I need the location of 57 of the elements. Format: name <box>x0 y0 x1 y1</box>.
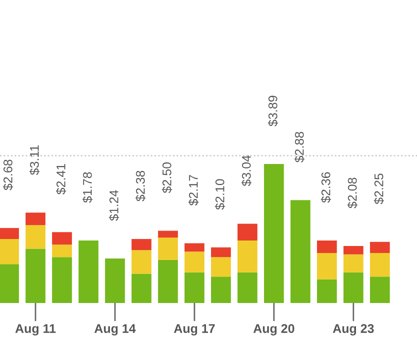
bar <box>26 225 46 249</box>
bar <box>158 260 178 303</box>
x-tick-label: Aug 23 <box>332 324 374 336</box>
annotation: $2.36 <box>320 172 332 203</box>
bar <box>105 258 125 303</box>
bar <box>316 252 337 280</box>
annotation: $2.50 <box>162 162 172 194</box>
annotation: $2.17 <box>188 175 199 206</box>
bar <box>211 276 231 303</box>
bar <box>184 243 204 252</box>
bar <box>238 272 258 303</box>
annotation: $3.04 <box>241 155 252 186</box>
bar <box>26 212 46 226</box>
x-tick-label: Aug 11 <box>15 324 56 336</box>
annotation: $2.08 <box>347 178 358 208</box>
bar <box>290 200 310 303</box>
annotation: $1.24 <box>108 190 120 221</box>
annotation: $3.11 <box>29 145 40 176</box>
bar <box>132 274 152 303</box>
bar <box>316 279 337 303</box>
text: $3.89 <box>268 96 278 126</box>
bar <box>343 272 364 303</box>
bar <box>343 254 364 272</box>
bar <box>370 242 390 253</box>
bar <box>211 257 231 277</box>
bar <box>343 246 364 254</box>
bar <box>211 247 231 258</box>
x-tick-label: Aug 20 <box>253 324 294 336</box>
bar <box>52 257 72 303</box>
annotation: $2.38 <box>135 170 146 202</box>
bar <box>132 250 152 274</box>
bar <box>158 238 178 260</box>
annotation: $2.68 <box>2 160 14 190</box>
bar <box>184 272 204 303</box>
bar <box>26 248 46 303</box>
annotation: $2.10 <box>214 179 226 210</box>
annotation: $2.41 <box>56 164 66 194</box>
bar <box>0 264 19 303</box>
x-tick-label: Aug 17 <box>174 324 215 336</box>
annotation: $2.25 <box>374 174 384 204</box>
bar <box>238 240 258 272</box>
x-tick-label: Aug 14 <box>94 324 136 336</box>
bar <box>78 240 98 303</box>
text: $2.88 <box>294 132 305 163</box>
bar <box>0 239 19 264</box>
bar <box>52 244 72 258</box>
bar <box>0 228 19 240</box>
bar <box>370 252 390 277</box>
bar <box>184 252 204 272</box>
bar <box>264 164 284 303</box>
bar <box>132 239 152 250</box>
bar <box>238 224 258 240</box>
bar <box>316 240 337 253</box>
bar <box>158 230 178 238</box>
bar <box>370 276 390 303</box>
bar <box>52 232 72 245</box>
annotation: $1.78 <box>82 172 93 203</box>
